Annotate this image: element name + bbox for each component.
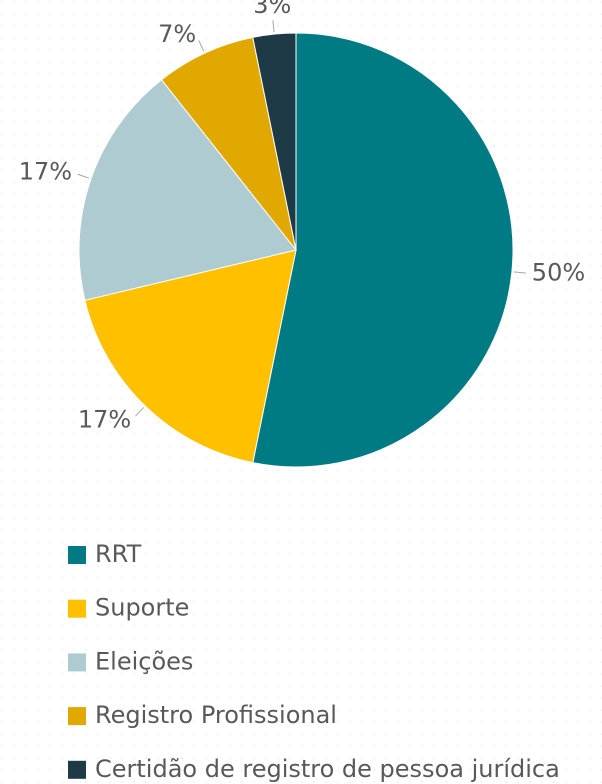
data-label: 50% <box>532 259 585 287</box>
pie-slice <box>160 36 297 251</box>
pie-slice <box>84 249 297 464</box>
leader-line <box>513 271 526 274</box>
leader-line <box>272 20 275 33</box>
data-label: 17% <box>78 405 131 433</box>
pie-slice <box>252 32 514 468</box>
leader-line <box>198 40 205 52</box>
pie-slice <box>252 32 297 251</box>
data-label: 3% <box>253 0 291 19</box>
leader-line <box>77 173 90 179</box>
legend-label: Certidão de registro de pessoa jurídica <box>95 755 560 783</box>
legend-label: Suporte <box>95 594 189 622</box>
legend-swatch <box>68 546 86 564</box>
data-label: 17% <box>19 157 72 185</box>
legend-label: Eleições <box>95 647 193 675</box>
data-label: 7% <box>158 20 196 48</box>
leader-line <box>135 407 145 417</box>
legend-label: Registro Profissional <box>95 701 337 729</box>
legend-swatch <box>68 653 86 672</box>
legend-swatch <box>68 760 86 779</box>
legend-swatch <box>68 599 86 618</box>
pie-slice <box>78 78 297 301</box>
legend-swatch <box>68 707 86 726</box>
legend-label: RRT <box>95 540 142 568</box>
